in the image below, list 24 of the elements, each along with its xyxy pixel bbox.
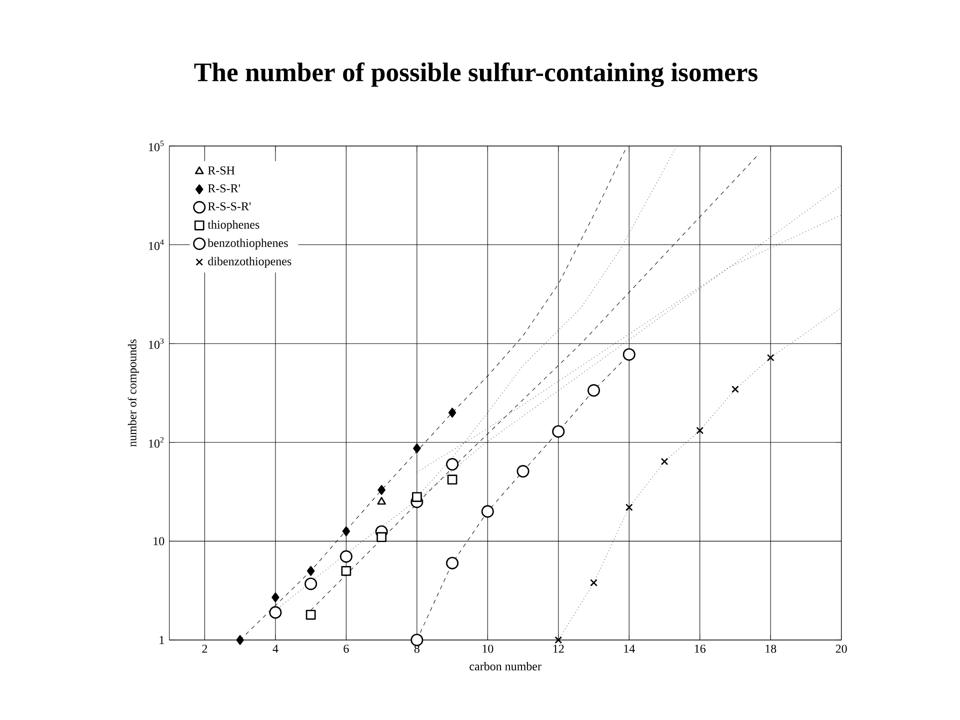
x-tick-label: 4 [272,644,278,653]
legend-label: thiophenes [208,220,260,232]
y-tick-label: 10 [154,537,164,546]
y-tick-label: 1 [160,636,164,644]
y-axis-title: number of compounds [128,339,139,447]
x-tick-label: 18 [766,644,776,653]
y-tick-label: 10$^{4}$ [149,240,164,250]
x-tick-label: 10 [482,644,494,653]
x-tick-label: 2 [202,644,208,653]
x-tick-label: 20 [836,644,847,653]
legend-label: benzothiophenes [208,238,288,250]
y-tick-label: 10$^{5}$ [149,140,164,152]
y-tick-label: 10$^{3}$ [149,338,164,349]
y-tick-label: 10$^{2}$ [149,437,164,448]
x-tick-label: 6 [344,644,349,653]
legend-label: R-S-S-R' [208,202,251,210]
x-axis-title: carbon number [470,662,542,670]
chart-title: The number of possible sulfur-containing isomers [194,62,758,87]
x-tick-label: 14 [624,644,635,653]
x-tick-label: 16 [694,644,706,653]
x-tick-label: 12 [553,644,564,653]
legend-label: R-S-R' [208,184,240,192]
legend-label: dibenzothiopenes [208,256,292,268]
legend-label: R-SH [208,166,235,174]
